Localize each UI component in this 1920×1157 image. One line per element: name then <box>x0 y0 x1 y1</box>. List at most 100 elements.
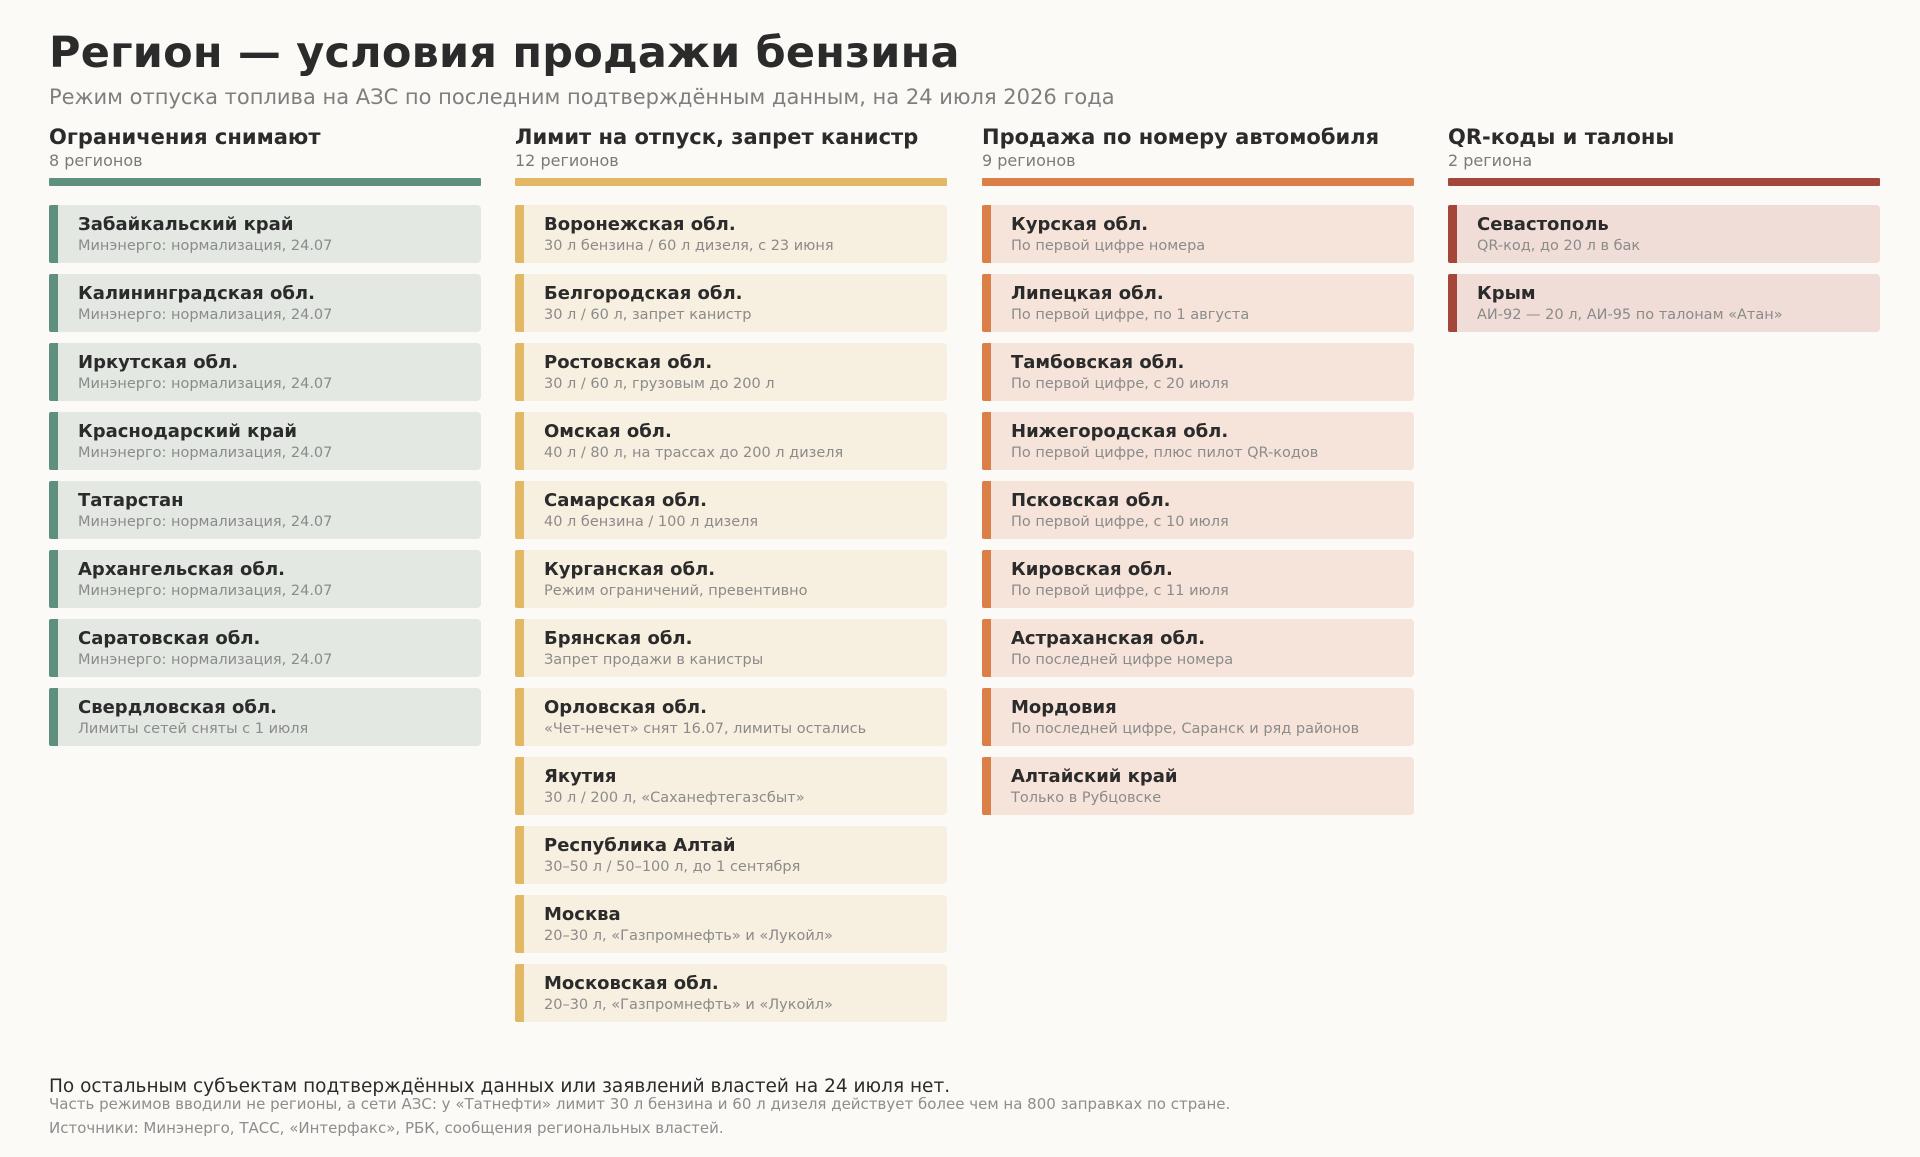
region-card: Омская обл. 40 л / 80 л, на трассах до 20… <box>515 412 947 470</box>
region-note: 40 л бензина / 100 л дизеля <box>544 514 759 530</box>
column-plate-number: Продажа по номеру автомобиля 9 регионов Ку… <box>982 125 1414 826</box>
region-card-accent-bar <box>982 205 991 263</box>
region-note: По первой цифре, с 20 июля <box>1011 376 1229 392</box>
region-card: Нижегородская обл. По первой цифре, плюс … <box>982 412 1414 470</box>
region-card-accent-bar <box>982 550 991 608</box>
region-card: Ростовская обл. 30 л / 60 л, грузовым до … <box>515 343 947 401</box>
region-name: Орловская обл. <box>544 697 707 718</box>
column-count: 8 регионов <box>49 151 143 170</box>
region-note: Лимиты сетей сняты с 1 июля <box>78 721 309 737</box>
region-note: По первой цифре номера <box>1011 238 1206 254</box>
region-card: Краснодарский край Минэнерго: нормализаци… <box>49 412 481 470</box>
region-card: Москва 20–30 л, «Газпромнефть» и «Лукойл» <box>515 895 947 953</box>
footer-main-text: По остальным субъектам подтверждённых да… <box>49 1076 951 1097</box>
region-card-accent-bar <box>515 688 524 746</box>
region-name: Алтайский край <box>1011 766 1178 787</box>
region-name: Крым <box>1477 283 1536 304</box>
region-note: Режим ограничений, превентивно <box>544 583 808 599</box>
region-note: Запрет продажи в канистры <box>544 652 764 668</box>
region-card: Орловская обл. «Чет-нечет» снят 16.07, ли… <box>515 688 947 746</box>
region-card: Якутия 30 л / 200 л, «Саханефтегазсбыт» <box>515 757 947 815</box>
region-name: Кировская обл. <box>1011 559 1173 580</box>
region-card-accent-bar <box>515 964 524 1022</box>
region-name: Московская обл. <box>544 973 719 994</box>
region-card-accent-bar <box>982 481 991 539</box>
footer-sources: Источники: Минэнерго, ТАСС, «Интерфакс»,… <box>49 1119 724 1137</box>
region-name: Астраханская обл. <box>1011 628 1206 649</box>
region-card-accent-bar <box>49 481 58 539</box>
column-lifting: Ограничения снимают 8 регионов Забайкальск… <box>49 125 481 757</box>
region-list: Курская обл. По первой цифре номера Липецк… <box>982 205 1414 815</box>
column-accent-rule <box>1448 178 1880 186</box>
region-card: Белгородская обл. 30 л / 60 л, запрет кан… <box>515 274 947 332</box>
region-name: Курская обл. <box>1011 214 1149 235</box>
region-note: Минэнерго: нормализация, 24.07 <box>78 238 333 254</box>
column-count: 2 региона <box>1448 151 1533 170</box>
region-note: 30 л / 200 л, «Саханефтегазсбыт» <box>544 790 805 806</box>
column-accent-rule <box>982 178 1414 186</box>
column-limits: Лимит на отпуск, запрет канистр 12 регион… <box>515 125 947 1033</box>
region-note: Минэнерго: нормализация, 24.07 <box>78 376 333 392</box>
region-card: Псковская обл. По первой цифре, с 10 июля <box>982 481 1414 539</box>
region-card: Курганская обл. Режим ограничений, превен… <box>515 550 947 608</box>
region-card-accent-bar <box>515 826 524 884</box>
column-count: 12 регионов <box>515 151 619 170</box>
region-name: Архангельская обл. <box>78 559 285 580</box>
column-count: 9 регионов <box>982 151 1076 170</box>
region-name: Нижегородская обл. <box>1011 421 1229 442</box>
region-card: Иркутская обл. Минэнерго: нормализация, 2… <box>49 343 481 401</box>
region-name: Самарская обл. <box>544 490 707 511</box>
region-card-accent-bar <box>515 205 524 263</box>
region-name: Омская обл. <box>544 421 672 442</box>
region-note: Минэнерго: нормализация, 24.07 <box>78 583 333 599</box>
region-note: Минэнерго: нормализация, 24.07 <box>78 445 333 461</box>
region-name: Мордовия <box>1011 697 1117 718</box>
region-card-accent-bar <box>982 412 991 470</box>
region-note: 20–30 л, «Газпромнефть» и «Лукойл» <box>544 997 833 1013</box>
column-accent-rule <box>49 178 481 186</box>
region-card-accent-bar <box>49 274 58 332</box>
region-card-accent-bar <box>515 412 524 470</box>
region-note: Только в Рубцовске <box>1011 790 1162 806</box>
page-title: Регион — условия продажи бензина <box>49 28 960 78</box>
region-list: Забайкальский край Минэнерго: нормализаци… <box>49 205 481 746</box>
region-note: Минэнерго: нормализация, 24.07 <box>78 307 333 323</box>
region-note: «Чет-нечет» снят 16.07, лимиты остались <box>544 721 867 737</box>
region-card: Свердловская обл. Лимиты сетей сняты с 1 … <box>49 688 481 746</box>
region-name: Ростовская обл. <box>544 352 713 373</box>
region-card: Кировская обл. По первой цифре, с 11 июля <box>982 550 1414 608</box>
footer-note: Часть режимов вводили не регионы, а сети… <box>49 1095 1231 1113</box>
region-card-accent-bar <box>49 550 58 608</box>
region-card-accent-bar <box>515 619 524 677</box>
region-note: По первой цифре, плюс пилот QR-кодов <box>1011 445 1319 461</box>
region-card: Крым АИ-92 — 20 л, АИ-95 по талонам «Атан… <box>1448 274 1880 332</box>
region-note: 40 л / 80 л, на трассах до 200 л дизеля <box>544 445 844 461</box>
region-name: Саратовская обл. <box>78 628 261 649</box>
region-card: Забайкальский край Минэнерго: нормализаци… <box>49 205 481 263</box>
region-note: По первой цифре, с 10 июля <box>1011 514 1229 530</box>
region-name: Липецкая обл. <box>1011 283 1164 304</box>
region-card: Саратовская обл. Минэнерго: нормализация,… <box>49 619 481 677</box>
region-card: Воронежская обл. 30 л бензина / 60 л дизе… <box>515 205 947 263</box>
region-card: Севастополь QR-код, до 20 л в бак <box>1448 205 1880 263</box>
region-name: Краснодарский край <box>78 421 298 442</box>
region-note: По последней цифре номера <box>1011 652 1234 668</box>
region-note: По последней цифре, Саранск и ряд районо… <box>1011 721 1360 737</box>
region-card-accent-bar <box>515 757 524 815</box>
region-note: 30 л бензина / 60 л дизеля, с 23 июня <box>544 238 834 254</box>
region-name: Якутия <box>544 766 617 787</box>
region-card: Самарская обл. 40 л бензина / 100 л дизел… <box>515 481 947 539</box>
region-name: Белгородская обл. <box>544 283 743 304</box>
region-note: АИ-92 — 20 л, АИ-95 по талонам «Атан» <box>1477 307 1783 323</box>
region-list: Севастополь QR-код, до 20 л в бак Крым АИ-9… <box>1448 205 1880 332</box>
region-note: 30 л / 60 л, грузовым до 200 л <box>544 376 775 392</box>
region-card-accent-bar <box>515 550 524 608</box>
region-name: Брянская обл. <box>544 628 693 649</box>
region-card-accent-bar <box>515 343 524 401</box>
region-name: Забайкальский край <box>78 214 294 235</box>
column-accent-rule <box>515 178 947 186</box>
region-name: Курганская обл. <box>544 559 716 580</box>
region-name: Республика Алтай <box>544 835 736 856</box>
region-card-accent-bar <box>49 412 58 470</box>
region-note: 30–50 л / 50–100 л, до 1 сентября <box>544 859 801 875</box>
